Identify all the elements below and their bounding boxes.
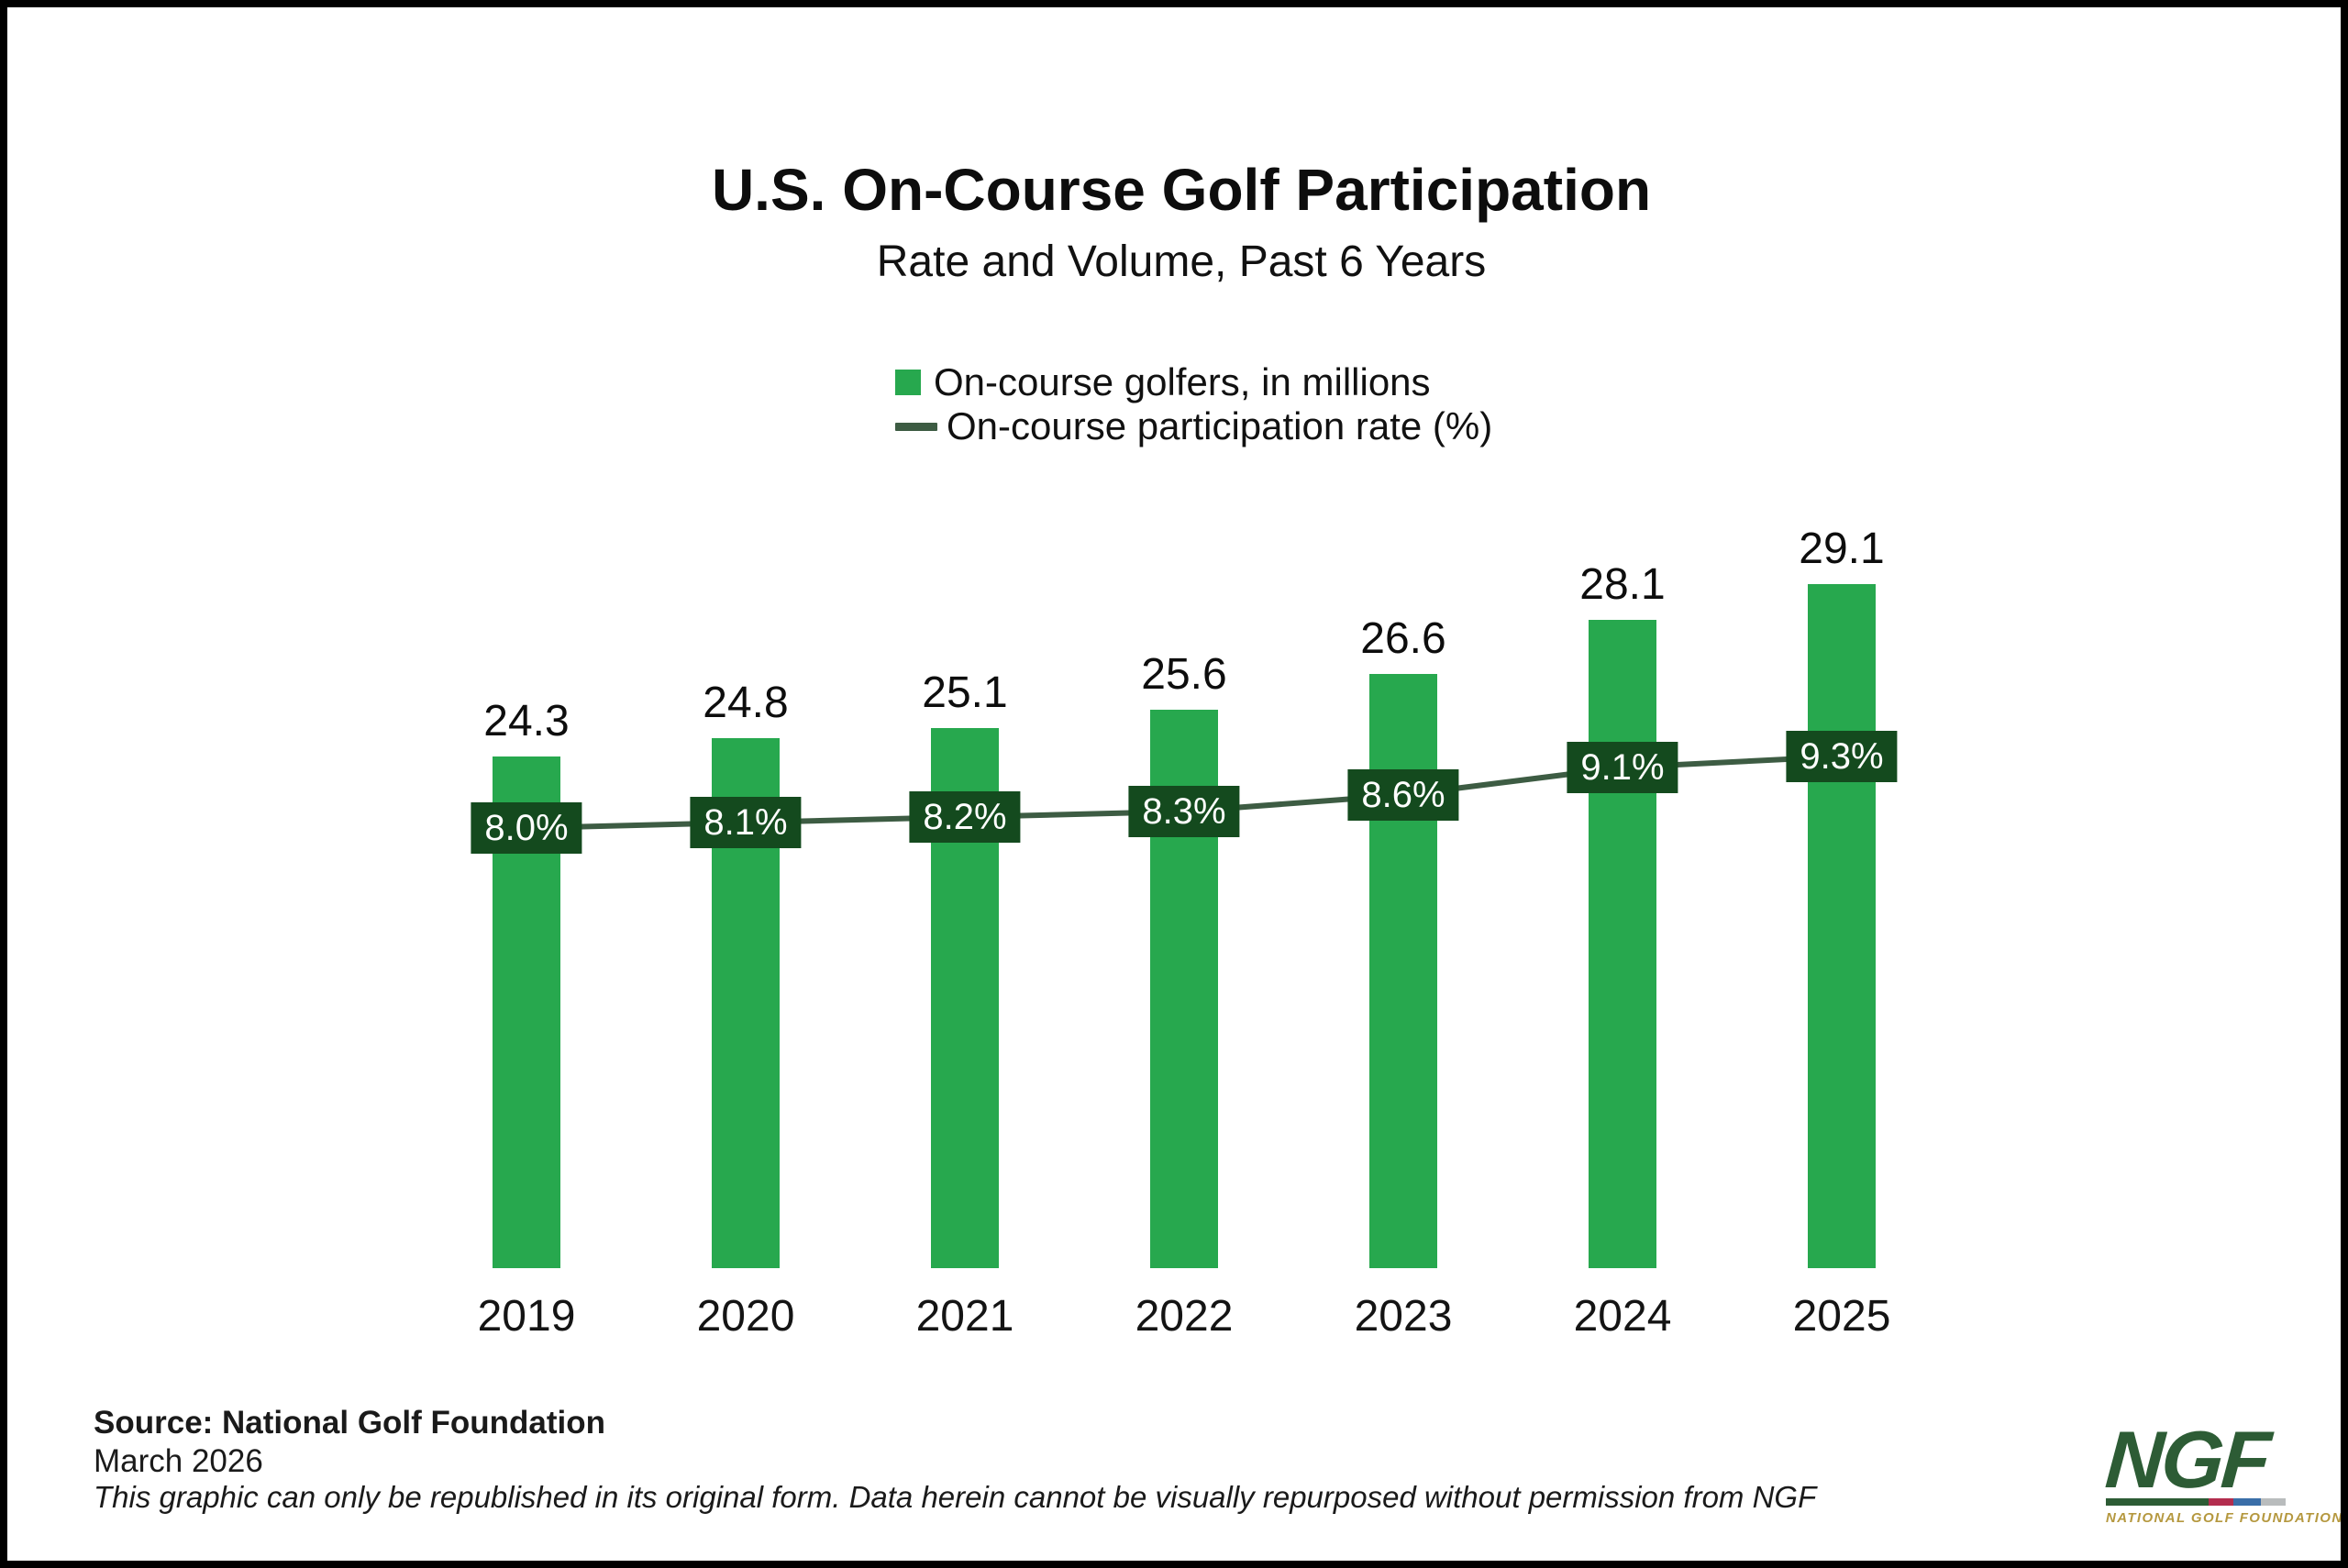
bar-value-label-2021: 25.1 (922, 668, 1008, 717)
logo-bar-red-segment (2208, 1498, 2234, 1506)
ngf-logo-subtext: NATIONAL GOLF FOUNDATION (2106, 1510, 2343, 1526)
chart-plot-area: 24.3 2019 24.8 2020 25.1 2021 25.6 2022 26.6 2023… (7, 7, 2341, 1561)
rate-badge-2019: 8.0% (471, 802, 582, 854)
bar-value-label-2022: 25.6 (1141, 650, 1227, 700)
legend-bars-label: On-course golfers, in millions (934, 360, 1431, 403)
line-series-swatch-icon (895, 422, 937, 431)
logo-bar-blue-segment (2233, 1498, 2261, 1506)
bar-value-label-2023: 26.6 (1360, 614, 1446, 664)
x-axis-label-2021: 2021 (915, 1292, 1014, 1341)
x-axis-label-2023: 2023 (1354, 1292, 1453, 1341)
rate-badge-2021: 8.2% (909, 791, 1021, 843)
source-attribution: Source: National Golf Foundation (94, 1405, 606, 1441)
x-axis-label-2020: 2020 (696, 1292, 795, 1341)
bar-2025 (1808, 584, 1876, 1268)
legend: On-course golfers, in millions On-course… (895, 360, 1493, 447)
ngf-logo-underline (2106, 1498, 2286, 1506)
bar-value-label-2024: 28.1 (1579, 560, 1666, 610)
x-axis-label-2019: 2019 (477, 1292, 576, 1341)
logo-bar-gray-segment (2260, 1498, 2286, 1506)
ngf-logo: NGF NATIONAL GOLF FOUNDATION (2102, 1414, 2343, 1526)
bar-2024 (1589, 620, 1656, 1268)
rate-badge-2023: 8.6% (1347, 769, 1459, 821)
source-disclaimer: This graphic can only be republished in … (94, 1480, 1817, 1514)
bar-2023 (1369, 674, 1437, 1268)
x-axis-label-2024: 2024 (1573, 1292, 1672, 1341)
source-date: March 2026 (94, 1443, 263, 1479)
rate-badge-2025: 9.3% (1786, 731, 1898, 782)
legend-row-bars: On-course golfers, in millions (895, 360, 1492, 403)
bar-series-swatch-icon (895, 370, 921, 395)
chart-title: U.S. On-Course Golf Participation (711, 157, 1652, 223)
rate-badge-2022: 8.3% (1128, 786, 1240, 837)
x-axis-label-2025: 2025 (1792, 1292, 1891, 1341)
bar-value-label-2025: 29.1 (1799, 525, 1885, 574)
legend-row-line: On-course participation rate (%) (895, 404, 1493, 447)
logo-bar-green-segment (2106, 1498, 2209, 1506)
ngf-logo-text: NGF (2102, 1414, 2272, 1505)
x-axis-label-2022: 2022 (1135, 1292, 1234, 1341)
bar-value-label-2019: 24.3 (483, 697, 570, 745)
chart-subtitle: Rate and Volume, Past 6 Years (876, 237, 1487, 286)
rate-badge-2020: 8.1% (690, 797, 802, 848)
legend-line-label: On-course participation rate (%) (947, 404, 1493, 447)
bar-value-label-2020: 24.8 (703, 679, 789, 728)
rate-badge-2024: 9.1% (1567, 742, 1678, 793)
